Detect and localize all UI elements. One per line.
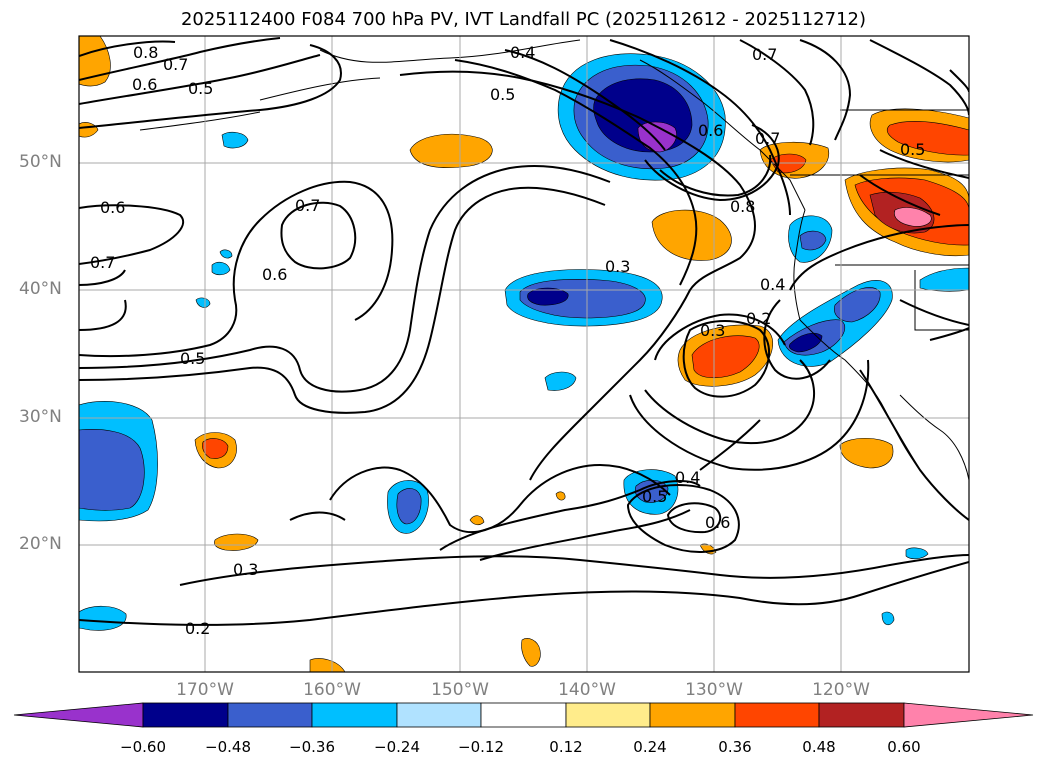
contour-label: 0.5 xyxy=(180,349,205,368)
colorbar-segment xyxy=(734,702,820,728)
map-title: 2025112400 F084 700 hPa PV, IVT Landfall… xyxy=(180,9,867,30)
colorbar-tick-label: −0.24 xyxy=(374,738,420,756)
contour-label: 0.5 xyxy=(900,140,925,159)
contour-label: 0.6 xyxy=(705,513,730,532)
contour-label: 0.6 xyxy=(132,75,157,94)
contour-label: 0.7 xyxy=(752,45,777,64)
contour-label: 0.4 xyxy=(675,468,700,487)
colorbar-extend-max xyxy=(903,702,1034,728)
colorbar-segment xyxy=(649,702,736,728)
colorbar-tick-label: −0.12 xyxy=(458,738,504,756)
contour-label: 0.8 xyxy=(133,43,158,62)
lon-label: 170°W xyxy=(176,680,234,700)
contour-label: 0.6 xyxy=(698,121,723,140)
colorbar-tick-label: −0.36 xyxy=(289,738,335,756)
colorbar-segment xyxy=(311,702,398,728)
contour-label: 0.7 xyxy=(295,196,320,215)
colorbar-segment xyxy=(480,702,567,728)
contour-label: 0.3 xyxy=(233,560,258,579)
colorbar-tick-label: 0.48 xyxy=(802,738,836,756)
lon-label: 160°W xyxy=(303,680,361,700)
colorbar-segment xyxy=(227,702,313,728)
contour-label: 0.3 xyxy=(605,257,630,276)
lat-label: 20°N xyxy=(19,534,62,554)
lat-label: 30°N xyxy=(19,407,62,427)
colorbar-tick-label: −0.48 xyxy=(205,738,251,756)
lat-label: 50°N xyxy=(19,152,62,172)
map-frame xyxy=(78,35,970,673)
contour-label: 0.2 xyxy=(746,309,771,328)
contour-label: 0.6 xyxy=(262,265,287,284)
contour-label: 0.7 xyxy=(90,253,115,272)
contour-label: 0.6 xyxy=(100,198,125,217)
lon-label: 130°W xyxy=(685,680,743,700)
contour-label: 0.2 xyxy=(185,619,210,638)
colorbar-tick-label: 0.24 xyxy=(633,738,667,756)
colorbar-tick-label: 0.12 xyxy=(549,738,583,756)
contour-label: 0.7 xyxy=(163,55,188,74)
contour-label: 0.5 xyxy=(188,79,213,98)
colorbar-tick-label: 0.36 xyxy=(718,738,752,756)
gridlines xyxy=(79,36,969,672)
colorbar xyxy=(13,702,1034,728)
contour-label: 0.4 xyxy=(760,275,785,294)
lat-label: 40°N xyxy=(19,279,62,299)
contour-label: 0.7 xyxy=(755,129,780,148)
pv-contours xyxy=(79,37,969,626)
contour-label: 0.4 xyxy=(510,43,535,62)
contour-label: 0.3 xyxy=(700,321,725,340)
lon-label: 150°W xyxy=(431,680,489,700)
contour-labels: 0.8 0.7 0.6 0.5 0.4 0.5 0.7 0.6 0.8 0.7 … xyxy=(90,43,925,638)
contour-label: 0.5 xyxy=(642,487,667,506)
map-content: 0.8 0.7 0.6 0.5 0.4 0.5 0.7 0.6 0.8 0.7 … xyxy=(79,36,969,672)
colorbar-tick-label: −0.60 xyxy=(120,738,166,756)
contour-label: 0.8 xyxy=(730,197,755,216)
colorbar-segment xyxy=(818,702,905,728)
lon-label: 120°W xyxy=(812,680,870,700)
colorbar-tick-label: 0.60 xyxy=(887,738,921,756)
colorbar-segment xyxy=(396,702,482,728)
colorbar-segment xyxy=(142,702,229,728)
colorbar-extend-min xyxy=(13,702,144,728)
colorbar-segment xyxy=(565,702,651,728)
contour-label: 0.5 xyxy=(490,85,515,104)
lon-label: 140°W xyxy=(558,680,616,700)
pv-anomaly-shading xyxy=(79,36,969,672)
